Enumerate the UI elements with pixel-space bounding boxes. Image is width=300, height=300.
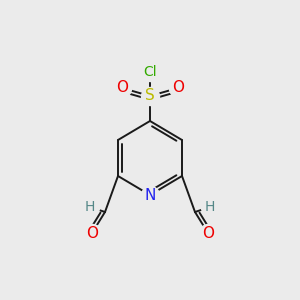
Text: O: O [202, 226, 214, 241]
Text: O: O [116, 80, 128, 95]
Text: O: O [172, 80, 184, 95]
Text: H: H [85, 200, 95, 214]
Text: H: H [205, 200, 215, 214]
Text: Cl: Cl [143, 65, 157, 79]
Text: N: N [144, 188, 156, 202]
Text: S: S [145, 88, 155, 104]
Text: O: O [86, 226, 98, 241]
